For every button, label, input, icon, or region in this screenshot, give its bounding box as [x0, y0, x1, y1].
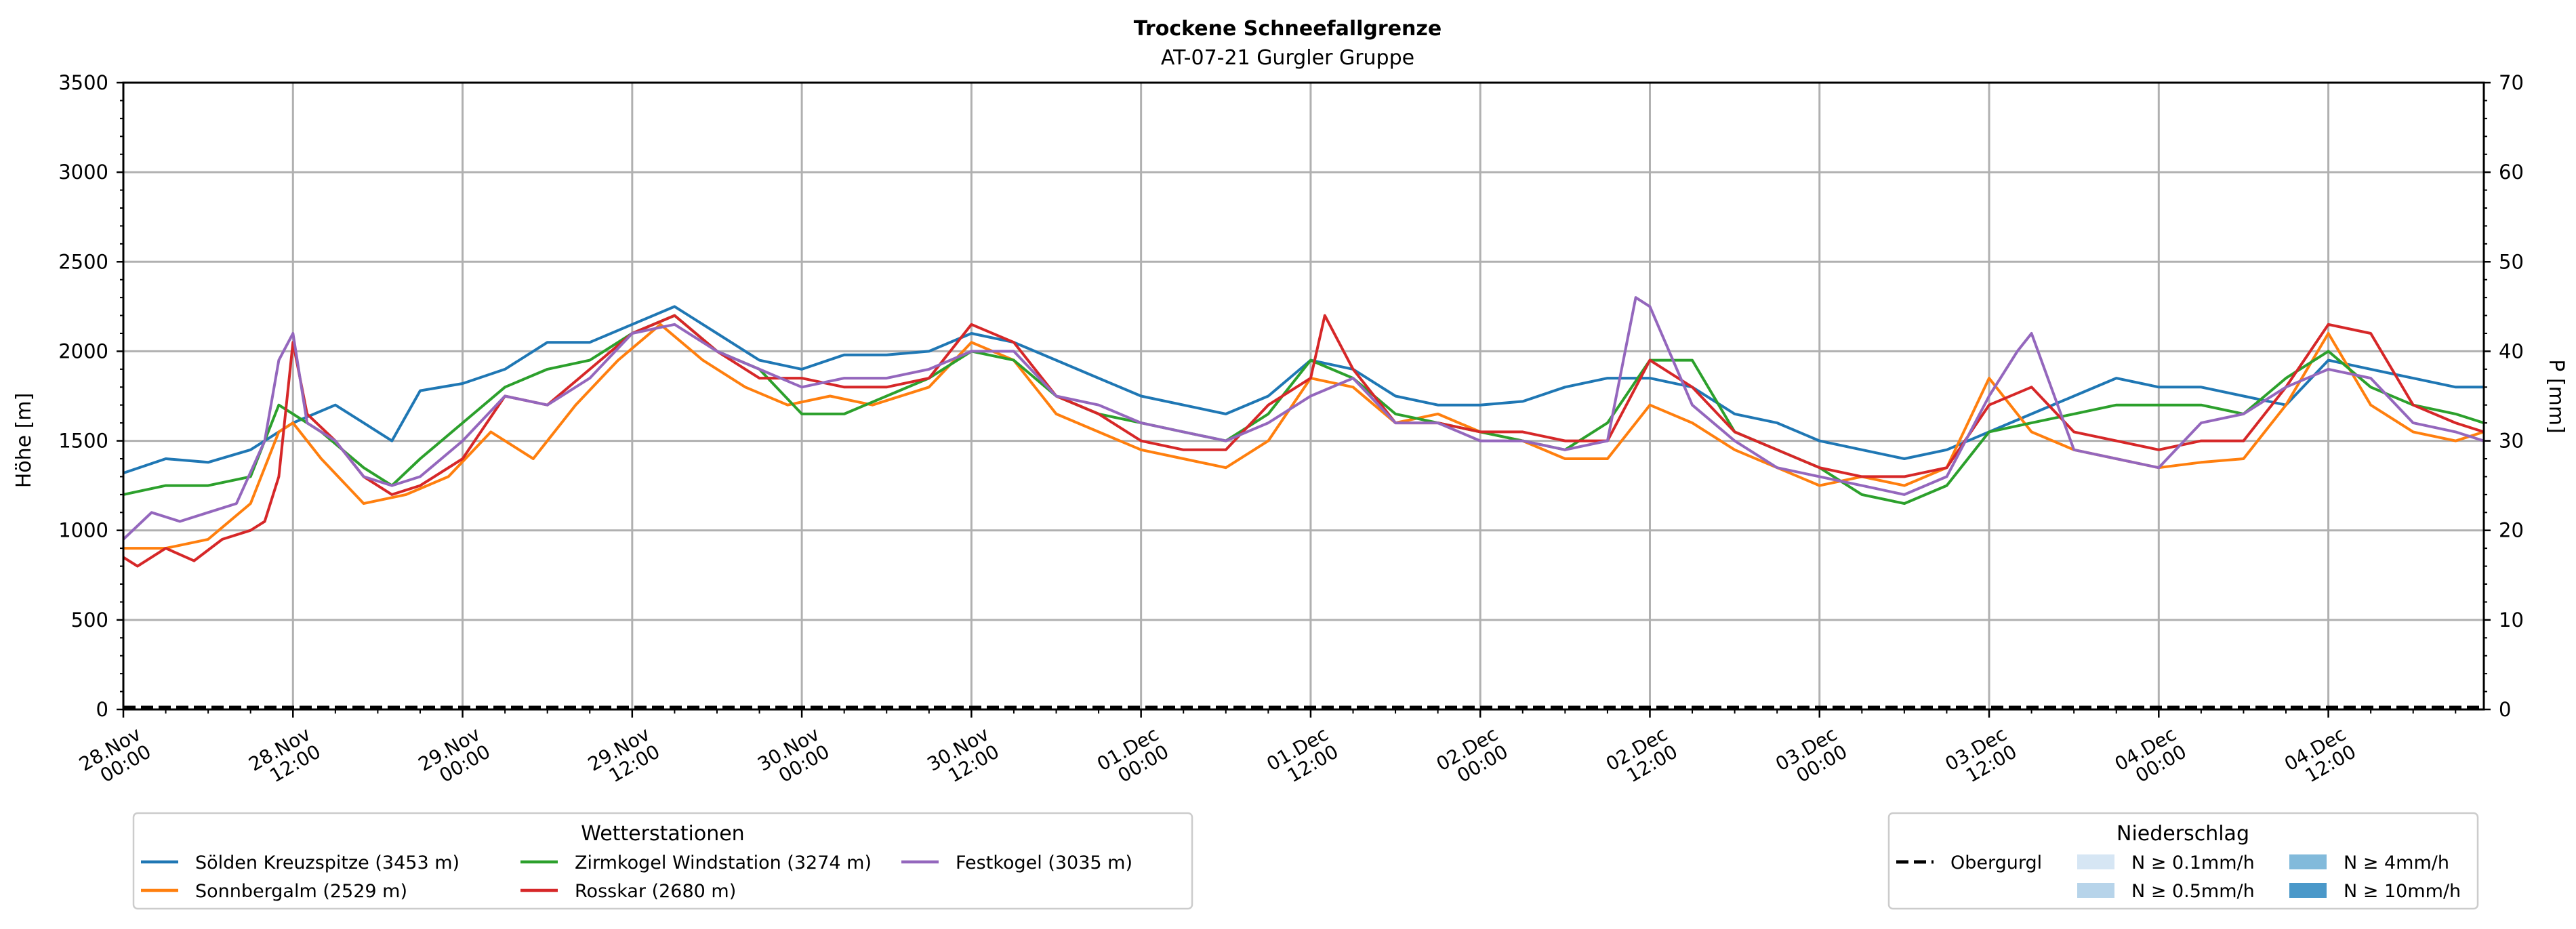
y2-tick-label: 30 [2499, 430, 2524, 453]
legend-swatch [2289, 883, 2327, 898]
legend-swatch [2077, 854, 2114, 869]
legend-entry: N ≥ 0.1mm/h [2131, 852, 2255, 873]
legend-entry: Sölden Kreuzspitze (3453 m) [195, 852, 459, 873]
legend-swatch [2289, 854, 2327, 869]
y-tick-label: 2000 [58, 339, 108, 363]
y2-tick-label: 50 [2499, 250, 2524, 273]
y-tick-label: 3000 [58, 161, 108, 184]
x-tick-label: 04.Dec12:00 [2281, 722, 2360, 793]
x-tick-label: 01.Dec00:00 [1093, 722, 1172, 793]
y2-tick-label: 0 [2499, 698, 2511, 721]
y-tick-label: 3500 [58, 71, 108, 94]
y2-tick-label: 40 [2499, 339, 2524, 363]
y-tick-label: 1500 [58, 430, 108, 453]
y2-tick-label: 20 [2499, 519, 2524, 542]
legend-precip-title: Niederschlag [2117, 822, 2249, 846]
x-tick-label: 30.Nov12:00 [923, 722, 1002, 793]
legend-entry: Obergurgl [1950, 852, 2042, 873]
legend-precip: Niederschlag Obergurgl N ≥ 0.1mm/h N ≥ 0.5m… [1887, 812, 2479, 910]
y2-axis-label: P [mm] [2544, 359, 2568, 433]
legend-stations-title: Wetterstationen [581, 822, 744, 846]
y-tick-label: 500 [71, 608, 108, 632]
legend-stations: Wetterstationen Sölden Kreuzspitze (3453 … [132, 812, 1193, 910]
x-tick-label: 03.Dec12:00 [1942, 722, 2021, 793]
x-tick-label: 29.Nov00:00 [415, 722, 494, 793]
chart-title: Trockene Schneefallgrenze [1134, 17, 1442, 41]
legend-entry: N ≥ 4mm/h [2344, 852, 2449, 873]
x-tick-label: 01.Dec12:00 [1263, 722, 1342, 793]
legend-entry: N ≥ 0.5mm/h [2131, 881, 2255, 902]
x-tick-label: 28.Nov12:00 [245, 722, 324, 793]
legend-entry: Rosskar (2680 m) [575, 881, 736, 902]
legend-entry: Festkogel (3035 m) [956, 852, 1132, 873]
y2-tick-label: 10 [2499, 608, 2524, 632]
x-tick-label: 28.Nov00:00 [75, 722, 155, 793]
y-tick-label: 2500 [58, 250, 108, 273]
x-tick-label: 04.Dec00:00 [2111, 722, 2190, 793]
x-tick-label: 02.Dec12:00 [1602, 722, 1681, 793]
x-tick-label: 03.Dec00:00 [1772, 722, 1851, 793]
legend-swatch [2077, 883, 2114, 898]
x-tick-label: 02.Dec00:00 [1433, 722, 1512, 793]
grid [122, 81, 2484, 711]
y-axis-label: Höhe [m] [12, 393, 36, 489]
axes: 0 500 1000 1500 2000 2500 3000 3500 0 10 20 30 40 50 6… [58, 71, 2524, 793]
series-line [123, 314, 2485, 505]
y2-tick-label: 70 [2499, 71, 2524, 94]
legend-entry: Sonnbergalm (2529 m) [195, 881, 407, 902]
x-tick-label: 29.Nov12:00 [584, 722, 663, 793]
legend-entry: Zirmkogel Windstation (3274 m) [575, 852, 872, 873]
series-group [122, 296, 2485, 709]
y-tick-label: 0 [96, 698, 108, 721]
chart-subtitle: AT-07-21 Gurgler Gruppe [1161, 46, 1414, 70]
legend-stations-box [132, 812, 1193, 910]
x-tick-label: 30.Nov00:00 [754, 722, 833, 793]
series-line [122, 296, 2485, 541]
plot-frame [122, 81, 2485, 711]
legend-precip-box [1887, 812, 2479, 910]
y2-tick-label: 60 [2499, 161, 2524, 184]
legend-entry: N ≥ 10mm/h [2344, 881, 2461, 902]
y-tick-label: 1000 [58, 519, 108, 542]
series-line [123, 305, 2484, 474]
